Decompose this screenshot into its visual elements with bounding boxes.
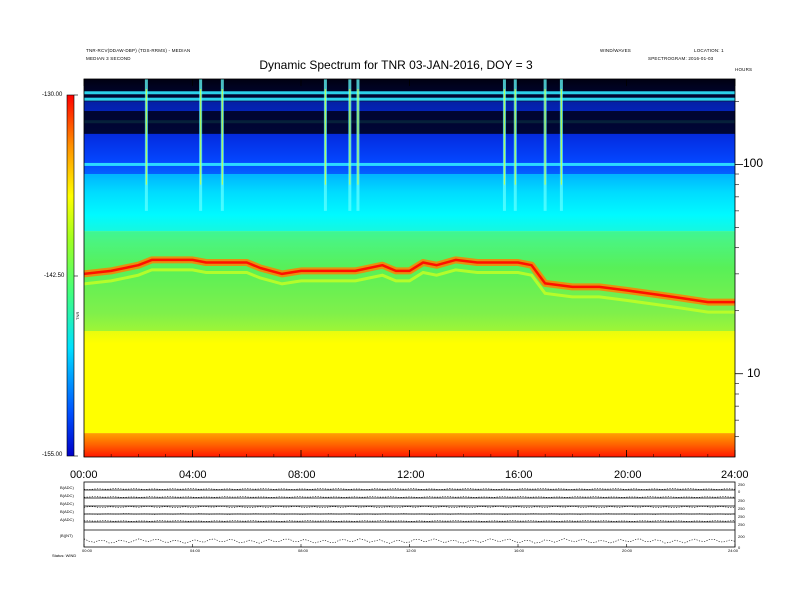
lower-time-tick-3: 12:00 bbox=[406, 548, 417, 553]
x-tick-4: 16:00 bbox=[505, 469, 533, 481]
type-iii-burst-core-8 bbox=[544, 89, 546, 185]
lower-row-label-1: B(ADC) bbox=[60, 485, 74, 490]
lower-row-label-3: B(ADC) bbox=[60, 501, 74, 506]
colorbar-tick-bottom: -155.00 bbox=[42, 452, 63, 458]
lower-row-scale-1-bottom: 0 bbox=[738, 489, 741, 494]
x-tick-2: 08:00 bbox=[288, 469, 316, 481]
colorbar-tick-top: -130.00 bbox=[42, 92, 63, 98]
chart-title: Dynamic Spectrum for TNR 03-JAN-2016, DO… bbox=[259, 58, 533, 72]
lower-row-scale-3-top: 250 bbox=[738, 506, 745, 511]
lower-row-scale-6-top: 200 bbox=[738, 534, 745, 539]
header-left-line-1: TNR-RCV(DDAW-DBP) (TDS-RRMS) - MEDIAN bbox=[86, 48, 191, 53]
header-left-line-2: MEDIAN 3 SECOND bbox=[86, 56, 131, 61]
lower-row-scale-1-top: 250 bbox=[738, 482, 745, 487]
dark-band bbox=[84, 111, 735, 134]
lower-row-scale-4-top: 250 bbox=[738, 514, 745, 519]
lower-trace-5 bbox=[83, 538, 736, 544]
type-iii-burst-core-1 bbox=[200, 89, 202, 185]
lower-panel-frame bbox=[83, 481, 736, 548]
x-tick-1: 04:00 bbox=[179, 469, 207, 481]
colorbar-tick-mid: -142.50 bbox=[44, 273, 65, 279]
interference-line-1 bbox=[84, 97, 735, 101]
lower-time-tick-1: 04:00 bbox=[190, 548, 201, 553]
lower-trace-4 bbox=[84, 520, 736, 522]
lower-time-tick-2: 08:00 bbox=[298, 548, 309, 553]
header-right-line-1: WIND/WAVES bbox=[600, 48, 631, 53]
type-iii-burst-core-6 bbox=[503, 89, 506, 185]
type-iii-burst-core-4 bbox=[349, 89, 351, 185]
x-tick-6: 24:00 bbox=[721, 469, 749, 481]
lower-time-tick-0: 00:00 bbox=[82, 548, 93, 553]
y-tick-100: 100 bbox=[743, 156, 764, 170]
lower-row-label-6: |B|(NT) bbox=[60, 533, 73, 538]
lower-row-scale-6-bottom: 0 bbox=[738, 545, 741, 550]
lower-footer-left: Status: WIND bbox=[52, 553, 77, 558]
x-tick-5: 20:00 bbox=[614, 469, 642, 481]
peak-ridge-lower-edge bbox=[83, 268, 735, 314]
interference-line-3 bbox=[84, 162, 735, 166]
header-right-line-4: HOURS bbox=[735, 67, 753, 72]
lower-time-tick-6: 24:00 bbox=[728, 548, 739, 553]
lower-trace-1 bbox=[83, 496, 736, 498]
lower-row-label-5: A(ADC) bbox=[60, 517, 74, 522]
lower-row-label-2: B(ADC) bbox=[60, 493, 74, 498]
header-right-line-2: LOCATION: 1 bbox=[694, 48, 724, 53]
type-iii-burst-core-0 bbox=[145, 89, 147, 185]
colorbar bbox=[66, 94, 75, 457]
type-iii-burst-core-7 bbox=[514, 89, 516, 185]
y-tick-10: 10 bbox=[747, 366, 761, 380]
type-iii-burst-core-2 bbox=[221, 89, 223, 185]
lower-row-scale-2-top: 250 bbox=[738, 498, 745, 503]
lower-row-label-4: B(ADC) bbox=[60, 509, 74, 514]
lower-trace-3 bbox=[83, 513, 736, 515]
type-iii-burst-core-5 bbox=[357, 89, 359, 185]
interference-line-0 bbox=[84, 91, 735, 95]
x-tick-3: 12:00 bbox=[397, 469, 425, 481]
x-tick-0: 00:00 bbox=[70, 469, 98, 481]
header-right-line-3: SPECTROGRAM: 2016-01-03 bbox=[648, 56, 714, 61]
lower-row-scale-5-top: 250 bbox=[738, 522, 745, 527]
lower-trace-0 bbox=[83, 488, 736, 490]
type-iii-burst-core-9 bbox=[560, 89, 562, 185]
type-iii-burst-core-3 bbox=[324, 89, 327, 185]
lower-time-tick-5: 20:00 bbox=[622, 548, 633, 553]
peak-ridge bbox=[83, 258, 735, 304]
lower-time-tick-4: 16:00 bbox=[514, 548, 525, 553]
